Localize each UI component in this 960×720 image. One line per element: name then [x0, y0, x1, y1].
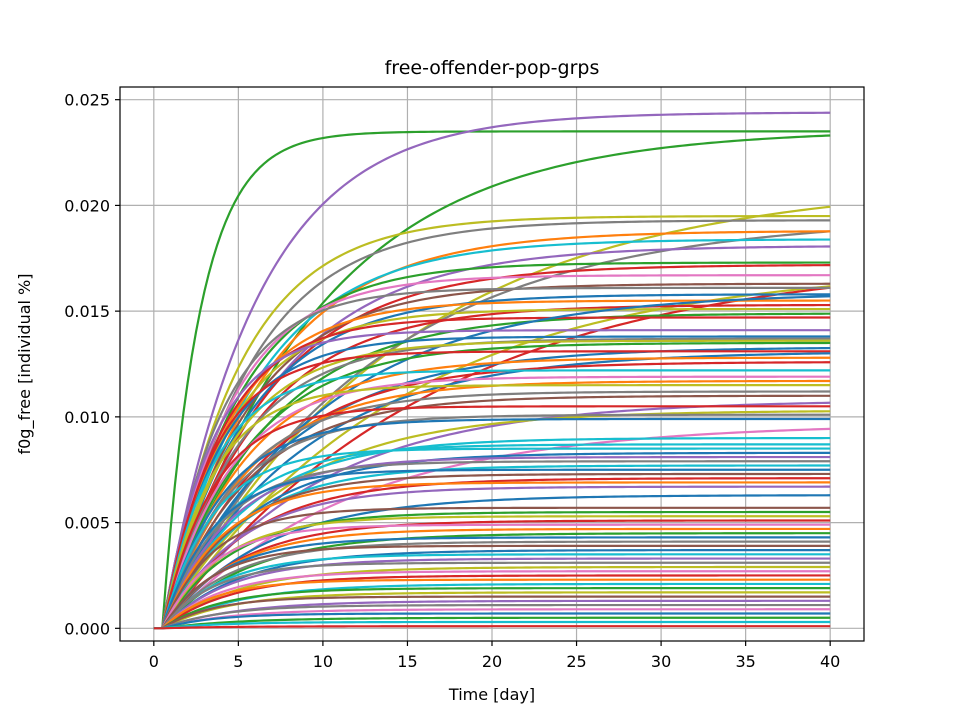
- series-line-16: [153, 286, 831, 630]
- series-line-81: [153, 599, 831, 630]
- series-line-86: [153, 620, 831, 630]
- y-tick-label: 0.015: [64, 302, 110, 321]
- series-line-71: [153, 557, 831, 630]
- series-line-57: [153, 485, 831, 630]
- x-tick-label: 0: [149, 652, 159, 671]
- series-line-83: [153, 608, 831, 630]
- x-tick-label: 30: [651, 652, 671, 671]
- series-line-56: [153, 481, 831, 630]
- series-line-68: [153, 544, 831, 630]
- series-line-30: [153, 350, 831, 630]
- series-lines: [153, 111, 831, 630]
- series-line-85: [153, 616, 831, 630]
- series-line-49: [153, 451, 831, 630]
- series-line-61: [153, 515, 831, 630]
- y-tick-label: 0.000: [64, 619, 110, 638]
- x-tick-label: 35: [735, 652, 755, 671]
- series-line-4: [153, 214, 831, 630]
- series-line-70: [153, 553, 831, 630]
- series-line-38: [153, 390, 831, 630]
- series-line-41: [153, 405, 831, 630]
- x-tick-label: 10: [313, 652, 333, 671]
- series-line-12: [153, 285, 831, 630]
- y-axis: 0.000 0.005 0.010 0.015 0.020 0.025: [64, 91, 120, 638]
- x-tick-label: 40: [820, 652, 840, 671]
- x-axis-label: Time [day]: [448, 685, 535, 704]
- series-line-59: [153, 506, 831, 630]
- series-line-17: [153, 293, 831, 630]
- series-line-72: [153, 561, 831, 630]
- series-line-22: [153, 316, 831, 630]
- series-line-8: [153, 238, 831, 630]
- series-line-27: [153, 339, 831, 630]
- series-line-64: [153, 527, 831, 630]
- series-line-50: [153, 455, 831, 630]
- series-line-63: [153, 523, 831, 630]
- x-tick-label: 25: [566, 652, 586, 671]
- series-line-74: [153, 570, 831, 630]
- series-line-28: [153, 341, 831, 630]
- series-line-35: [153, 375, 831, 630]
- series-line-78: [153, 587, 831, 630]
- y-tick-label: 0.025: [64, 91, 110, 110]
- series-line-34: [153, 369, 831, 630]
- series-line-47: [153, 443, 831, 630]
- series-line-62: [153, 519, 831, 630]
- series-line-67: [153, 540, 831, 630]
- series-line-53: [153, 468, 831, 630]
- series-line-69: [153, 548, 831, 630]
- series-line-84: [153, 612, 831, 630]
- series-line-20: [153, 307, 831, 630]
- y-axis-label: f0g_free [individual %]: [15, 273, 35, 454]
- series-line-42: [153, 410, 831, 630]
- series-line-43: [153, 413, 831, 630]
- series-line-24: [153, 329, 831, 630]
- series-line-37: [153, 384, 831, 630]
- y-tick-label: 0.005: [64, 514, 110, 533]
- series-line-44: [153, 417, 831, 630]
- series-line-31: [153, 352, 831, 630]
- series-line-19: [153, 303, 831, 630]
- series-line-14: [153, 274, 831, 630]
- series-line-10: [153, 261, 831, 630]
- series-line-39: [153, 394, 831, 630]
- series-line-80: [153, 595, 831, 630]
- series-line-66: [153, 536, 831, 630]
- chart-title: free-offender-pop-grps: [385, 57, 600, 79]
- series-line-15: [153, 282, 831, 630]
- series-line-87: [153, 625, 831, 630]
- x-tick-label: 15: [397, 652, 417, 671]
- series-line-1: [153, 111, 831, 630]
- series-line-0: [153, 130, 831, 630]
- series-line-73: [153, 565, 831, 630]
- y-tick-label: 0.020: [64, 196, 110, 215]
- x-axis: 0 5 10 15 20 25 30 35 40: [149, 641, 840, 671]
- series-line-60: [153, 510, 831, 630]
- x-tick-label: 20: [482, 652, 502, 671]
- series-line-5: [153, 219, 831, 630]
- series-line-76: [153, 578, 831, 630]
- y-tick-label: 0.010: [64, 408, 110, 427]
- series-line-82: [153, 603, 831, 630]
- series-line-58: [153, 494, 831, 630]
- x-tick-label: 5: [233, 652, 243, 671]
- series-line-48: [153, 447, 831, 630]
